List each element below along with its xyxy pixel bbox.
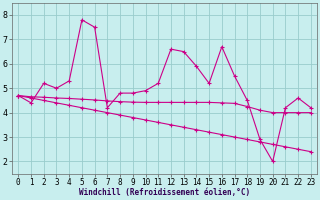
X-axis label: Windchill (Refroidissement éolien,°C): Windchill (Refroidissement éolien,°C): [79, 188, 250, 197]
